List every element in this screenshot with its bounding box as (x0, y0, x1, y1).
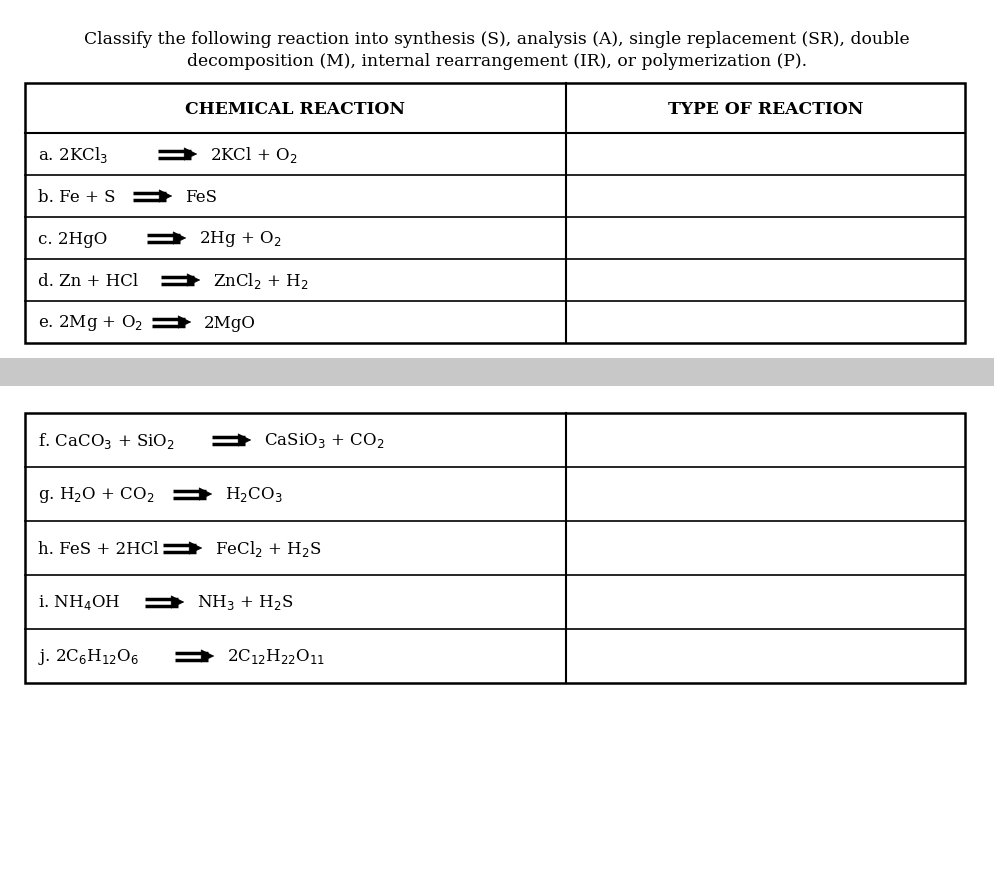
Text: b. Fe + S: b. Fe + S (38, 188, 115, 205)
Text: e. 2Mg + O$_2$: e. 2Mg + O$_2$ (38, 313, 143, 333)
Text: i. NH$_4$OH: i. NH$_4$OH (38, 593, 120, 612)
Text: d. Zn + HCl: d. Zn + HCl (38, 272, 138, 289)
Text: ZnCl$_2$ + H$_2$: ZnCl$_2$ + H$_2$ (213, 270, 309, 291)
Text: NH$_3$ + H$_2$S: NH$_3$ + H$_2$S (197, 593, 293, 612)
Text: j. 2C$_6$H$_{12}$O$_6$: j. 2C$_6$H$_{12}$O$_6$ (38, 646, 139, 666)
Text: 2Hg + O$_2$: 2Hg + O$_2$ (199, 229, 281, 248)
Text: TYPE OF REACTION: TYPE OF REACTION (668, 100, 863, 118)
Bar (0, 358, 994, 386)
Text: h. FeS + 2HCl: h. FeS + 2HCl (38, 540, 159, 557)
Text: 2MgO: 2MgO (204, 314, 255, 331)
Text: c. 2HgO: c. 2HgO (38, 230, 107, 248)
Text: CaSiO$_3$ + CO$_2$: CaSiO$_3$ + CO$_2$ (264, 431, 385, 450)
Text: 2C$_{12}$H$_{22}$O$_{11}$: 2C$_{12}$H$_{22}$O$_{11}$ (227, 647, 325, 666)
Text: f. CaCO$_3$ + SiO$_2$: f. CaCO$_3$ + SiO$_2$ (38, 430, 175, 450)
Bar (25, 414, 965, 683)
Text: Classify the following reaction into synthesis (S), analysis (A), single replace: Classify the following reaction into syn… (84, 31, 910, 48)
Text: 2KCl + O$_2$: 2KCl + O$_2$ (210, 145, 297, 165)
Text: H$_2$CO$_3$: H$_2$CO$_3$ (225, 485, 282, 504)
Text: FeS: FeS (185, 188, 217, 205)
Text: decomposition (M), internal rearrangement (IR), or polymerization (P).: decomposition (M), internal rearrangemen… (187, 53, 807, 70)
Text: a. 2KCl$_3$: a. 2KCl$_3$ (38, 145, 108, 165)
Bar (25, 84, 965, 343)
Text: FeCl$_2$ + H$_2$S: FeCl$_2$ + H$_2$S (215, 538, 322, 558)
Text: CHEMICAL REACTION: CHEMICAL REACTION (185, 100, 406, 118)
Text: g. H$_2$O + CO$_2$: g. H$_2$O + CO$_2$ (38, 485, 155, 505)
